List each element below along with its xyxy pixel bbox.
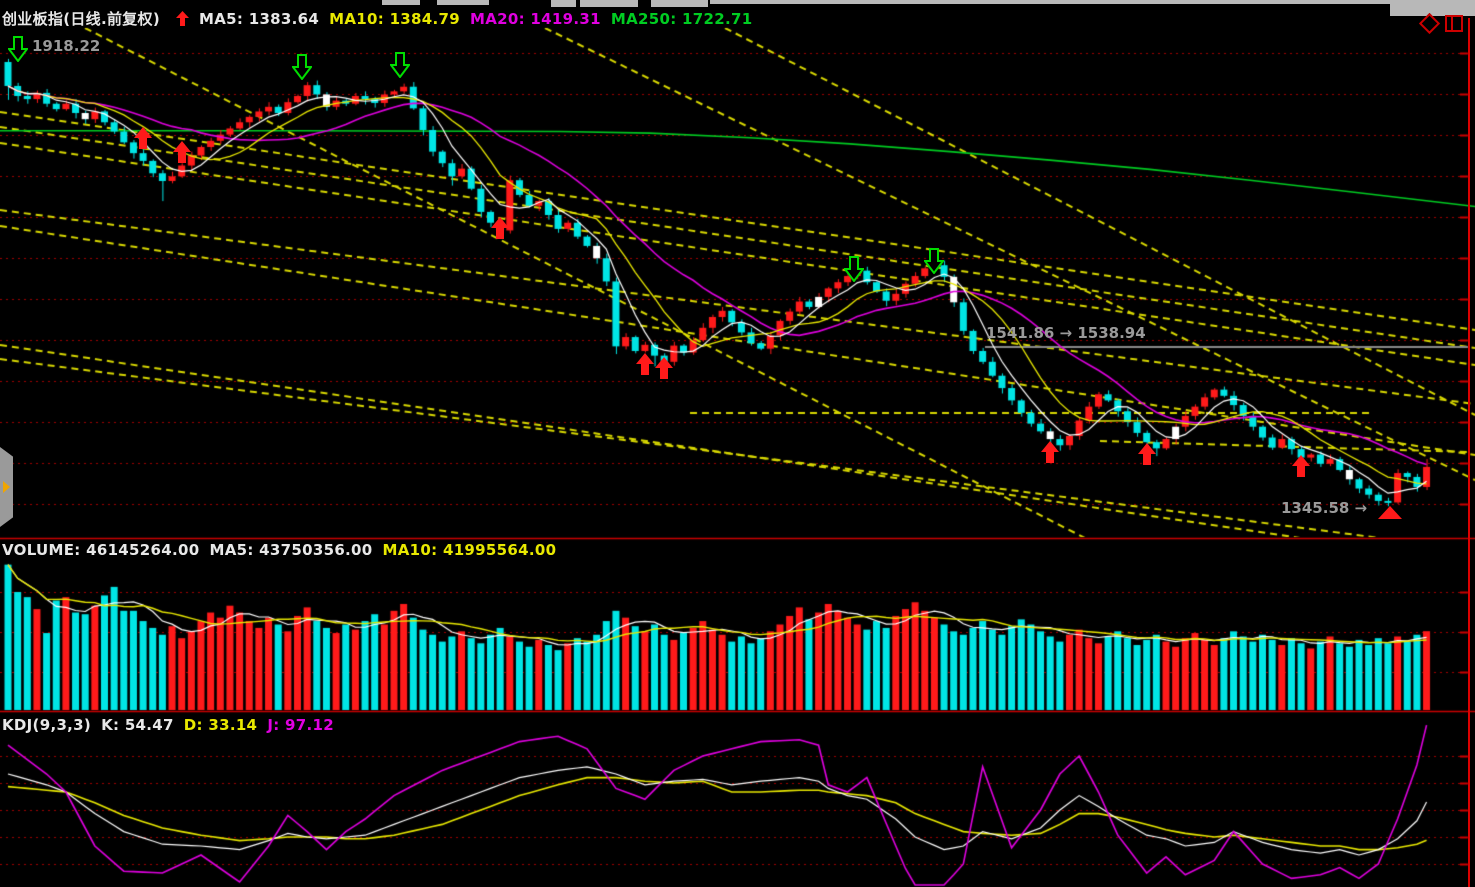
volume-panel-header: VOLUME: 46145264.00 MA5: 43750356.00 MA10:… — [2, 541, 566, 559]
kdj-k-value: K: 54.47 — [101, 716, 174, 734]
price-panel-header: 创业板指(日线.前复权) MA5: 1383.64 MA10: 1384.79 MA2… — [2, 8, 762, 29]
buy-signal-icon — [133, 126, 153, 150]
buy-signal-icon — [490, 216, 510, 240]
price-up-arrow-icon — [176, 11, 190, 26]
right-axis-border — [1468, 18, 1470, 887]
expand-arrow-icon — [3, 481, 10, 493]
high-price-label: 1918.22 — [32, 37, 101, 55]
gap-price-label: 1541.86 → 1538.94 — [986, 324, 1146, 342]
buy-signal-icon — [1291, 454, 1311, 478]
sell-signal-icon — [7, 36, 29, 63]
toolbar-edge-fragment — [437, 0, 489, 5]
instrument-title: 创业板指(日线.前复权) — [2, 10, 161, 28]
low-point-triangle-icon — [1378, 506, 1402, 519]
ma20-value: MA20: 1419.31 — [470, 10, 601, 28]
buy-signal-icon — [654, 356, 674, 380]
kdj-j-value: J: 97.12 — [267, 716, 334, 734]
buy-signal-icon — [1137, 442, 1157, 466]
kdj-panel-header: KDJ(9,3,3) K: 54.47 D: 33.14 J: 97.12 — [2, 716, 344, 734]
toolbar-edge-fragment — [580, 0, 638, 7]
sell-signal-icon — [843, 256, 865, 283]
buy-signal-icon — [635, 352, 655, 376]
buy-signal-icon — [172, 140, 192, 164]
volume-value: VOLUME: 46145264.00 — [2, 541, 200, 559]
diamond-tool-icon[interactable] — [1418, 12, 1441, 35]
split-window-divider — [1451, 17, 1453, 30]
buy-signal-icon — [1040, 440, 1060, 464]
sell-signal-icon — [923, 248, 945, 275]
ma10-value: MA10: 1384.79 — [329, 10, 460, 28]
toolbar-edge-fragment — [551, 0, 576, 7]
toolbar-edge-fragment — [710, 0, 1390, 4]
sell-signal-icon — [389, 52, 411, 79]
kdj-indicator-name: KDJ(9,3,3) — [2, 716, 92, 734]
low-price-label: 1345.58 → — [1281, 499, 1368, 517]
toolbar-edge-fragment — [382, 0, 420, 5]
volume-ma10-value: MA10: 41995564.00 — [382, 541, 557, 559]
panel-expand-tab[interactable] — [0, 447, 13, 527]
ma250-value: MA250: 1722.71 — [610, 10, 753, 28]
kdj-d-value: D: 33.14 — [183, 716, 258, 734]
volume-ma5-value: MA5: 43750356.00 — [209, 541, 373, 559]
toolbar-edge-fragment — [1390, 0, 1475, 16]
ma5-value: MA5: 1383.64 — [199, 10, 320, 28]
toolbar-edge-fragment — [651, 0, 708, 7]
split-window-icon[interactable] — [1445, 15, 1463, 32]
sell-signal-icon — [291, 54, 313, 81]
